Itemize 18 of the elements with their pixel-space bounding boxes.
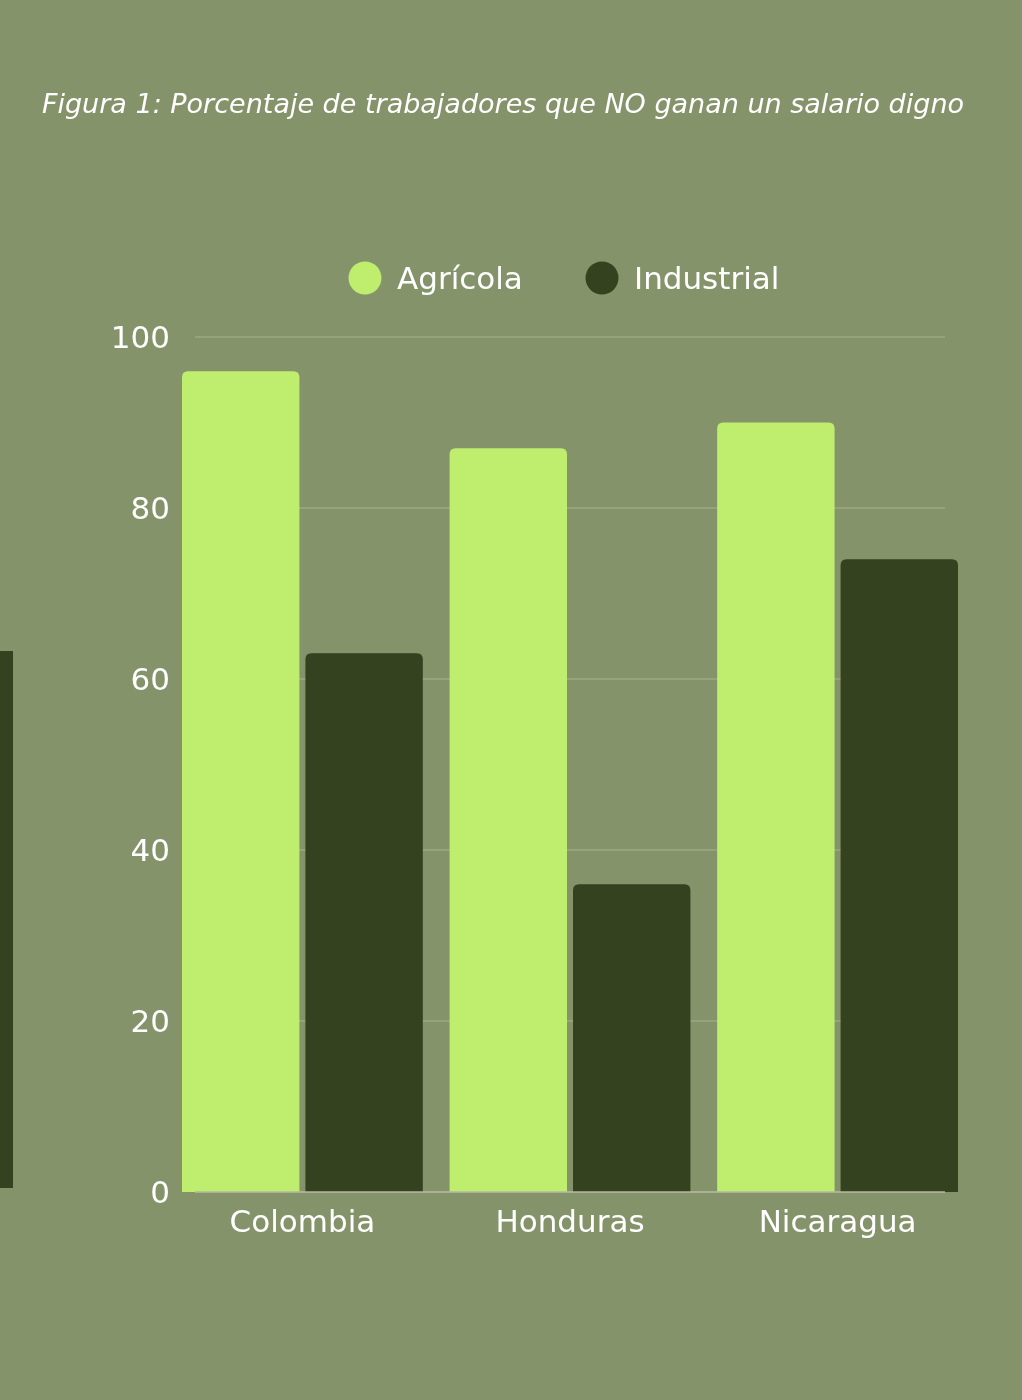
bar <box>840 559 958 1192</box>
y-tick-label: 0 <box>150 1173 170 1210</box>
y-tick-label: 60 <box>130 660 170 697</box>
bar <box>305 653 423 1192</box>
x-tick-label: Nicaragua <box>758 1203 917 1239</box>
y-tick-label: 80 <box>130 489 170 526</box>
legend-label: Industrial <box>634 259 780 296</box>
y-tick-label: 20 <box>130 1002 170 1039</box>
y-tick-label: 40 <box>130 831 170 868</box>
bar <box>573 884 691 1192</box>
y-tick-label: 100 <box>110 318 170 355</box>
bar <box>449 448 567 1192</box>
chart-title: Figura 1: Porcentaje de trabajadores que NO ganan un salario digno <box>41 88 965 119</box>
x-tick-label: Colombia <box>229 1203 376 1239</box>
x-tick-label: Honduras <box>495 1203 645 1239</box>
bar <box>717 422 835 1192</box>
bar <box>182 371 300 1192</box>
legend-label: Agrícola <box>397 259 523 296</box>
